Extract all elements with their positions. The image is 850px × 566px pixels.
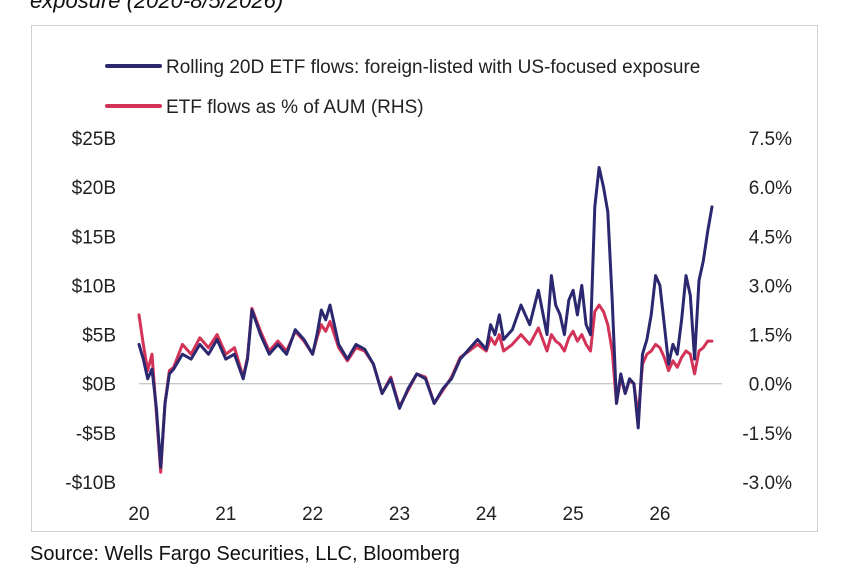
series-group: [137, 166, 714, 474]
source-note: Source: Wells Fargo Securities, LLC, Blo…: [30, 543, 460, 565]
chart-panel: Rolling 20D ETF flows: foreign-listed wi…: [31, 25, 818, 532]
x-tick-label: 21: [215, 504, 236, 525]
y-right-tick-label: 4.5%: [749, 227, 792, 248]
y-right-tick-label: 7.5%: [749, 129, 792, 150]
x-tick-label: 24: [476, 504, 498, 525]
axes: $25B $20B $15B $10B $5B $0B -$5B -$10B 7.5% 6.0% 4…: [65, 129, 792, 525]
x-tick-label: 23: [389, 504, 410, 525]
x-tick-label: 25: [563, 504, 584, 525]
y-left-tick-label: -$10B: [65, 473, 116, 494]
y-left-tick-label: $0B: [82, 375, 116, 396]
legend-label-aum: ETF flows as % of AUM (RHS): [166, 97, 424, 118]
y-right-tick-label: 1.5%: [749, 326, 792, 347]
x-tick-label: 22: [302, 504, 323, 525]
x-tick-label: 26: [649, 504, 670, 525]
y-left-tick-label: -$5B: [76, 424, 116, 445]
y-right-tick-label: 3.0%: [749, 276, 792, 297]
y-right-tick-label: 6.0%: [749, 178, 792, 199]
y-left-tick-label: $5B: [82, 326, 116, 347]
y-right-tick-label: 0.0%: [749, 375, 792, 396]
legend: Rolling 20D ETF flows: foreign-listed wi…: [105, 57, 700, 118]
y-left-tick-label: $10B: [72, 276, 116, 297]
y-left-tick-label: $20B: [72, 178, 116, 199]
x-tick-label: 20: [128, 504, 149, 525]
y-right-tick-label: -3.0%: [742, 473, 792, 494]
y-right-tick-label: -1.5%: [742, 424, 792, 445]
y-left-tick-label: $15B: [72, 227, 116, 248]
chart-svg: Rolling 20D ETF flows: foreign-listed wi…: [65, 57, 792, 525]
legend-label-flows: Rolling 20D ETF flows: foreign-listed wi…: [166, 57, 700, 78]
y-left-tick-label: $25B: [72, 129, 116, 150]
series-line-flows: [137, 166, 714, 469]
chart-title-fragment: exposure (2020-8/5/2026): [30, 0, 284, 13]
